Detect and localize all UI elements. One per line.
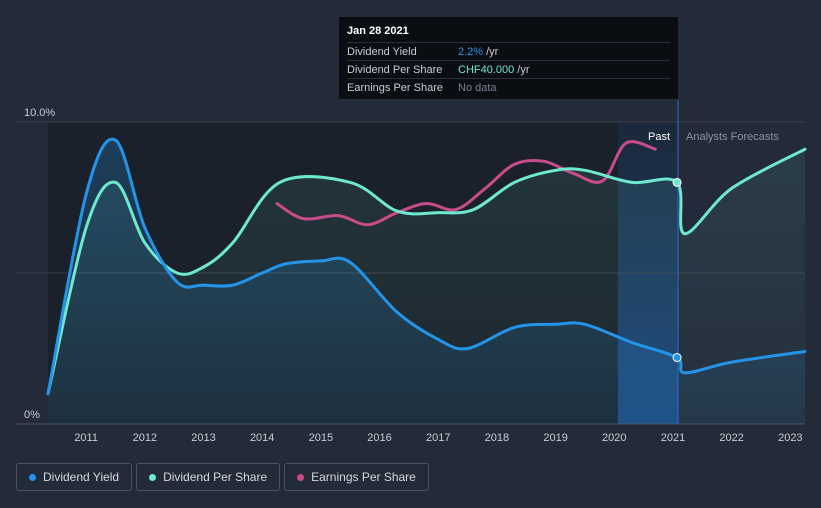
x-axis: 2011 2012 2013 2014 2015 2016 2017 2018 2019 2020… <box>74 432 802 444</box>
earnings-per-share-line <box>275 140 657 227</box>
x-tick-label: 2017 <box>426 432 450 444</box>
forecast-label: Analysts Forecasts <box>686 131 779 143</box>
tooltip-row-dividend-per-share: Dividend Per Share CHF40.000 /yr <box>347 60 670 78</box>
legend-label: Earnings Per Share <box>311 470 416 484</box>
x-tick-label: 2012 <box>133 432 157 444</box>
tooltip-value: CHF40.000 <box>458 63 515 76</box>
legend-dividend-per-share[interactable]: Dividend Per Share <box>136 463 281 491</box>
x-tick-label: 2015 <box>309 432 333 444</box>
x-tick-label: 2023 <box>778 432 802 444</box>
x-tick-label: 2014 <box>250 432 274 444</box>
dividend-per-share-marker <box>672 177 682 187</box>
tooltip-label: Earnings Per Share <box>347 81 443 94</box>
legend-dot-icon <box>297 473 305 481</box>
series-areas <box>48 139 805 424</box>
highlight-markers <box>672 177 682 363</box>
legend-dot-icon <box>149 473 157 481</box>
y-tick-label: 10.0% <box>24 107 55 119</box>
legend-label: Dividend Per Share <box>163 470 268 484</box>
y-tick-label: 0% <box>24 409 40 421</box>
tooltip-label: Dividend Yield <box>347 45 417 58</box>
tooltip-row-earnings-per-share: Earnings Per Share No data <box>347 78 670 96</box>
x-tick-label: 2018 <box>485 432 509 444</box>
tooltip-row-dividend-yield: Dividend Yield 2.2% /yr <box>347 42 670 60</box>
tooltip-value: 2.2% <box>458 45 484 58</box>
tooltip: Jan 28 2021 Dividend Yield 2.2% /yr Divi… <box>339 17 678 99</box>
x-tick-label: 2020 <box>602 432 626 444</box>
dividend-yield-marker <box>672 353 682 363</box>
x-tick-label: 2021 <box>661 432 685 444</box>
dividend-per-share-area <box>48 149 805 424</box>
x-tick-label: 2013 <box>191 432 215 444</box>
x-tick-label: 2019 <box>543 432 567 444</box>
tooltip-label: Dividend Per Share <box>347 63 443 76</box>
legend: Dividend Yield Dividend Per Share Earnin… <box>16 463 429 491</box>
legend-dot-icon <box>29 473 36 481</box>
y-axis: 0% 10.0% <box>24 107 55 421</box>
past-label: Past <box>648 131 670 143</box>
tooltip-value: No data <box>458 81 497 94</box>
x-tick-label: 2022 <box>719 432 743 444</box>
tooltip-unit: /yr <box>517 63 530 76</box>
legend-label: Dividend Yield <box>43 470 120 484</box>
legend-earnings-per-share[interactable]: Earnings Per Share <box>284 463 429 491</box>
dividend-yield-line <box>46 137 807 396</box>
legend-dividend-yield[interactable]: Dividend Yield <box>16 463 133 491</box>
x-tick-label: 2016 <box>367 432 391 444</box>
tooltip-date: Jan 28 2021 <box>347 25 409 37</box>
tooltip-unit: /yr <box>486 45 499 58</box>
x-tick-label: 2011 <box>74 432 98 444</box>
